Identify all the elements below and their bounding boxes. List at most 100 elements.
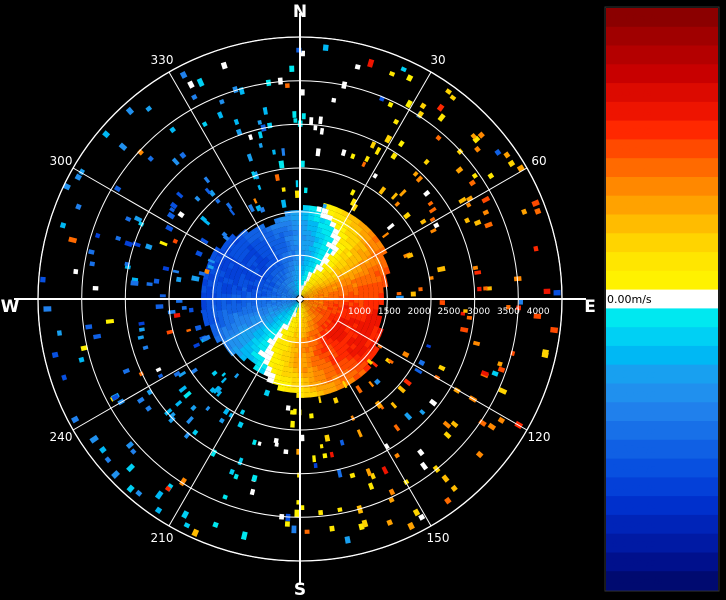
velocity-gate	[371, 243, 380, 252]
velocity-gate	[326, 308, 332, 313]
velocity-gate	[295, 332, 299, 338]
velocity-gate	[304, 312, 308, 318]
velocity-gate	[280, 276, 286, 282]
azimuth-spoke	[321, 71, 432, 262]
colorbar-swatch	[606, 101, 718, 122]
velocity-gate	[268, 372, 276, 379]
velocity-gate	[311, 345, 317, 352]
range-tick-label: 2000	[408, 307, 431, 317]
velocity-gate	[263, 389, 271, 397]
velocity-gate	[302, 367, 308, 373]
velocity-gate	[281, 296, 287, 299]
velocity-gate	[310, 279, 315, 285]
velocity-gate	[450, 420, 459, 428]
velocity-gate	[194, 324, 202, 331]
velocity-gate	[330, 341, 337, 348]
velocity-gate	[302, 285, 305, 291]
velocity-gate	[311, 365, 319, 372]
velocity-gate	[310, 361, 317, 367]
velocity-gate	[272, 287, 279, 291]
velocity-gate	[347, 284, 353, 289]
range-tick-label: 1000	[348, 307, 371, 317]
velocity-gate	[278, 306, 284, 311]
velocity-gate	[303, 306, 307, 312]
velocity-gate	[369, 259, 377, 268]
velocity-gate	[317, 304, 324, 308]
velocity-gate	[372, 264, 379, 273]
velocity-gate	[209, 387, 216, 394]
velocity-gate	[327, 316, 334, 322]
velocity-gate	[335, 330, 342, 337]
azimuth-label: 210	[151, 531, 174, 545]
colorbar-label: 7.33m/s	[607, 87, 652, 100]
velocity-gate	[316, 277, 321, 283]
velocity-gate	[276, 293, 282, 297]
velocity-gate	[317, 320, 323, 326]
velocity-gate	[277, 385, 285, 392]
velocity-gate	[368, 288, 374, 295]
colorbar-label: 4.67m/s	[607, 162, 652, 175]
velocity-gate	[282, 268, 288, 274]
velocity-gate	[285, 513, 291, 522]
velocity-gate	[290, 305, 295, 311]
range-tick-label: 1500	[378, 307, 401, 317]
velocity-gate	[305, 276, 309, 282]
colorbar-label: 2.67m/s	[607, 218, 652, 231]
velocity-gate	[226, 293, 232, 300]
velocity-gate	[324, 372, 332, 379]
velocity-gate	[222, 277, 229, 284]
velocity-gate	[238, 315, 245, 321]
velocity-gate	[369, 319, 376, 327]
velocity-gate	[294, 312, 297, 318]
velocity-gate	[212, 521, 219, 528]
velocity-gate	[264, 262, 271, 269]
velocity-gate	[388, 488, 396, 496]
velocity-gate	[292, 280, 296, 286]
velocity-gate	[322, 289, 328, 293]
velocity-gate	[307, 283, 312, 288]
velocity-gate	[292, 293, 297, 297]
velocity-gate	[289, 326, 294, 332]
velocity-gate	[297, 302, 299, 308]
velocity-gate	[316, 253, 322, 260]
velocity-gate	[295, 302, 299, 308]
velocity-gate	[394, 201, 401, 207]
velocity-gate	[313, 282, 319, 287]
velocity-gate	[324, 280, 331, 286]
velocity-gate	[317, 305, 323, 309]
velocity-gate	[320, 310, 326, 315]
velocity-gate	[296, 285, 299, 291]
velocity-gate	[276, 280, 282, 285]
velocity-gate	[282, 324, 288, 330]
velocity-gate	[263, 250, 270, 257]
velocity-gate	[309, 391, 318, 398]
velocity-gate	[178, 370, 187, 378]
velocity-gate	[269, 333, 276, 340]
velocity-gate	[352, 306, 359, 312]
velocity-gate	[283, 280, 289, 285]
velocity-gate	[159, 294, 166, 298]
velocity-gate	[312, 455, 317, 463]
velocity-gate	[311, 273, 317, 280]
velocity-gate	[266, 337, 273, 344]
velocity-gate	[290, 311, 294, 317]
velocity-gate	[155, 304, 164, 310]
velocity-gate	[331, 310, 337, 315]
velocity-gate	[287, 272, 292, 278]
velocity-gate	[285, 405, 291, 411]
velocity-gate	[294, 285, 298, 291]
velocity-gate	[272, 362, 279, 370]
velocity-gate	[237, 311, 244, 317]
velocity-gate	[267, 287, 273, 292]
velocity-gate	[297, 290, 299, 296]
velocity-gate	[303, 307, 307, 312]
velocity-gate	[248, 312, 254, 318]
velocity-gate	[306, 336, 311, 343]
velocity-gate	[228, 317, 236, 325]
velocity-gate	[487, 422, 497, 431]
velocity-gate	[390, 192, 399, 200]
colorbar-swatch	[606, 383, 718, 403]
velocity-gate	[356, 281, 363, 287]
velocity-gate	[324, 219, 332, 226]
velocity-gate	[208, 317, 215, 326]
